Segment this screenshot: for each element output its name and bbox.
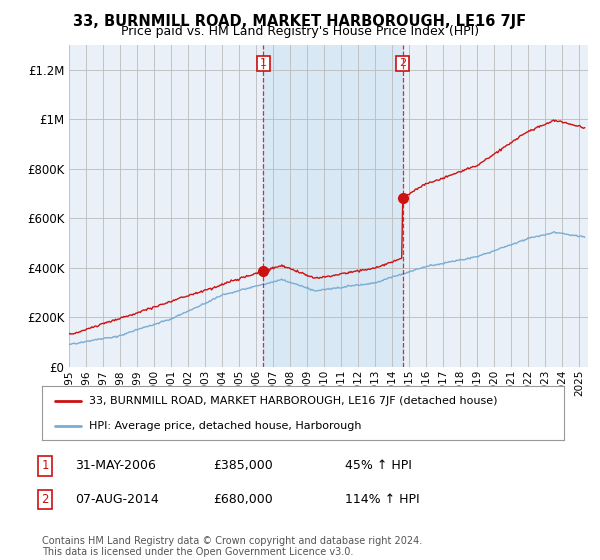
Text: Price paid vs. HM Land Registry's House Price Index (HPI): Price paid vs. HM Land Registry's House … <box>121 25 479 38</box>
Text: 1: 1 <box>41 459 49 473</box>
Text: 31-MAY-2006: 31-MAY-2006 <box>75 459 156 473</box>
Text: £385,000: £385,000 <box>213 459 273 473</box>
Text: 2: 2 <box>399 58 406 68</box>
Text: 45% ↑ HPI: 45% ↑ HPI <box>345 459 412 473</box>
Text: 1: 1 <box>260 58 267 68</box>
Text: £680,000: £680,000 <box>213 493 273 506</box>
Text: 2: 2 <box>41 493 49 506</box>
Text: 33, BURNMILL ROAD, MARKET HARBOROUGH, LE16 7JF: 33, BURNMILL ROAD, MARKET HARBOROUGH, LE… <box>73 14 527 29</box>
Text: HPI: Average price, detached house, Harborough: HPI: Average price, detached house, Harb… <box>89 421 361 431</box>
Text: 07-AUG-2014: 07-AUG-2014 <box>75 493 159 506</box>
Text: Contains HM Land Registry data © Crown copyright and database right 2024.
This d: Contains HM Land Registry data © Crown c… <box>42 535 422 557</box>
Text: 33, BURNMILL ROAD, MARKET HARBOROUGH, LE16 7JF (detached house): 33, BURNMILL ROAD, MARKET HARBOROUGH, LE… <box>89 396 497 407</box>
Text: 114% ↑ HPI: 114% ↑ HPI <box>345 493 419 506</box>
Bar <box>263 45 403 367</box>
